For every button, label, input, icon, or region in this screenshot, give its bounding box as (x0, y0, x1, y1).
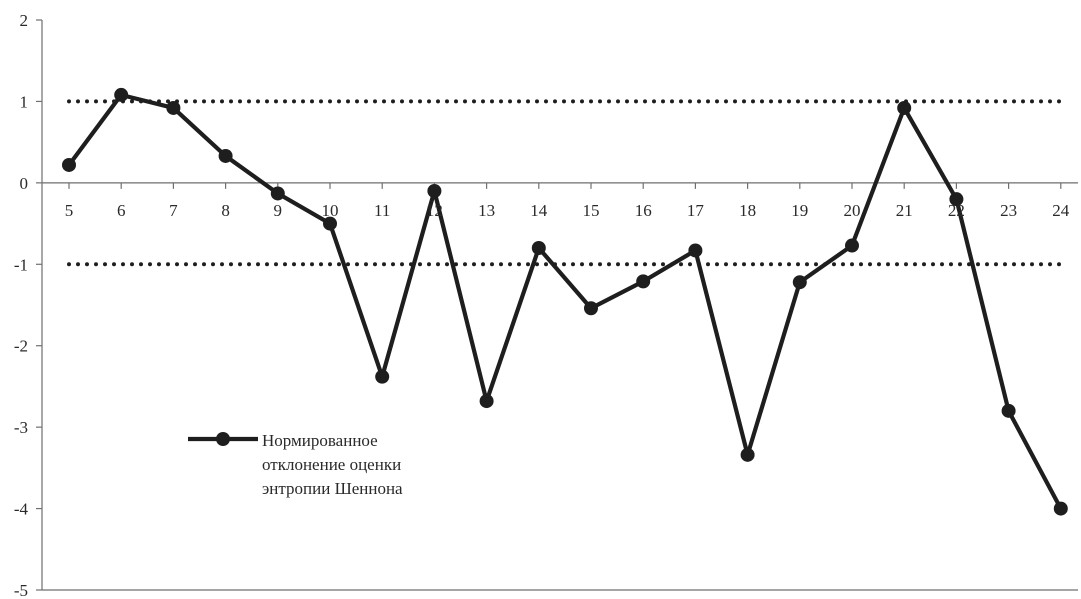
reference-lines (67, 99, 1066, 267)
x-tick-label: 11 (374, 201, 390, 220)
x-tick-label: 22 (948, 201, 965, 220)
data-point (949, 192, 964, 207)
x-tick-label: 5 (65, 201, 74, 220)
series-layer (62, 87, 1068, 516)
legend-label-line-2: отклонение оценки (262, 455, 401, 474)
data-point (740, 447, 755, 462)
legend: Нормированное отклонение оценки энтропии… (188, 431, 403, 498)
data-point (62, 157, 76, 172)
data-point (897, 100, 912, 115)
x-tick-label: 19 (791, 201, 808, 220)
x-tick-label: 18 (739, 201, 756, 220)
x-tick-label: 15 (583, 201, 600, 220)
x-tick-label: 7 (169, 201, 178, 220)
data-point (114, 87, 129, 102)
data-point (218, 148, 233, 163)
y-tick-label: -5 (14, 581, 28, 599)
axes (36, 19, 1078, 591)
x-tick-label: 21 (896, 201, 913, 220)
x-tick-label: 13 (478, 201, 495, 220)
y-tick-label: -4 (14, 500, 29, 519)
data-point (636, 274, 651, 289)
data-point (427, 184, 442, 198)
y-tick-label: 0 (20, 174, 29, 193)
x-tick-label: 20 (844, 201, 861, 220)
data-point (323, 216, 337, 231)
y-tick-label: -2 (14, 337, 28, 356)
series-line (66, 92, 1063, 511)
legend-label-line-3: энтропии Шеннона (262, 479, 403, 498)
y-tick-label: 2 (20, 11, 29, 30)
data-point (531, 241, 546, 255)
data-point (166, 100, 181, 115)
data-point (1053, 501, 1068, 516)
legend-marker (216, 432, 230, 446)
data-point (479, 394, 494, 409)
data-point (792, 275, 807, 290)
x-tick-label: 10 (322, 201, 339, 220)
data-point (845, 238, 859, 253)
y-tick-label: -3 (14, 418, 28, 437)
x-tick-label: 16 (635, 201, 652, 220)
y-tick-label: 1 (20, 92, 29, 111)
data-point (584, 301, 598, 316)
x-tick-label: 23 (1000, 201, 1017, 220)
x-tick-label: 8 (221, 201, 230, 220)
x-tick-label: 14 (530, 201, 548, 220)
data-point (375, 369, 390, 384)
x-tick-label: 6 (117, 201, 126, 220)
tick-labels: 210-1-2-3-4-55 6 7 8 9 10 11 12 13 14 15 16 17 18 19 20… (14, 11, 1070, 599)
data-point (688, 243, 703, 258)
x-tick-label: 9 (274, 201, 283, 220)
data-point (1001, 403, 1016, 418)
x-tick-label: 24 (1052, 201, 1070, 220)
x-tick-label: 17 (687, 201, 705, 220)
data-point (270, 186, 285, 201)
y-tick-label: -1 (14, 255, 28, 274)
x-tick-label: 12 (426, 201, 443, 220)
legend-label-line-1: Нормированное (262, 431, 378, 450)
